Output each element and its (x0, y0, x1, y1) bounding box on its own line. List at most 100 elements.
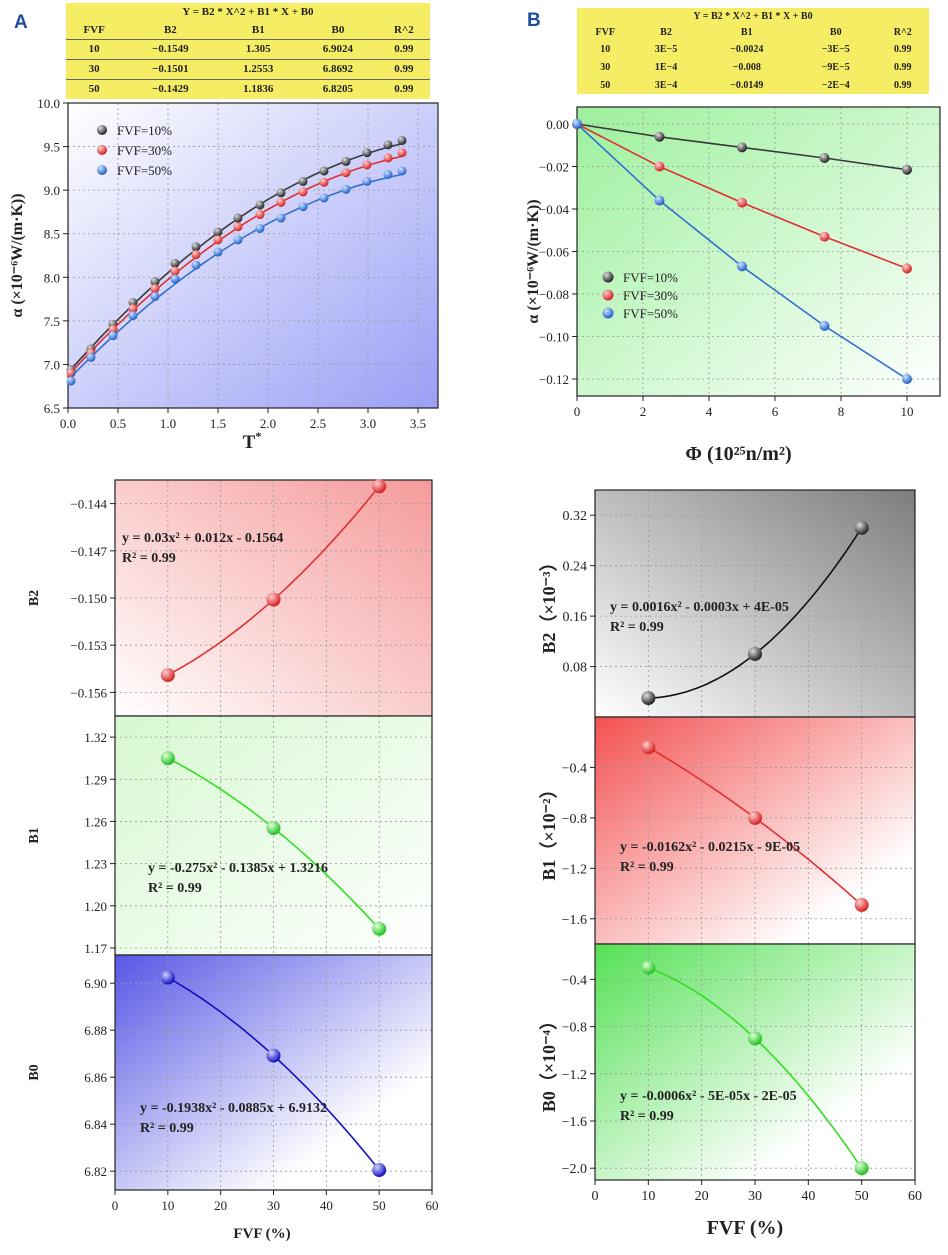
data-point (276, 197, 286, 207)
y-tick-label: 1.29 (84, 772, 107, 787)
data-point (266, 592, 281, 607)
y-axis-title: B1（×10⁻²） (539, 780, 559, 880)
y-tick-label: 0.16 (563, 610, 588, 625)
r-squared-label: R² = 0.99 (620, 1109, 674, 1124)
data-point (902, 374, 912, 384)
y-axis-title: B2（×10⁻³） (539, 553, 559, 653)
x-tick-label: 3.5 (410, 416, 426, 431)
y-tick-label: 8.0 (44, 270, 60, 285)
data-point (654, 131, 665, 142)
y-axis-title: B0（×10⁻⁴） (539, 1012, 559, 1112)
x-tick-label: 50 (373, 1198, 386, 1213)
data-point (233, 235, 243, 245)
x-tick-label: 8 (838, 404, 845, 419)
legend-marker (602, 289, 614, 301)
data-point (641, 960, 656, 975)
data-point (748, 810, 762, 825)
data-point (150, 277, 160, 287)
data-point (341, 156, 351, 166)
x-tick-label: 50 (855, 1189, 869, 1204)
table-a-cell: 1.305 (245, 43, 271, 55)
table-a-header: R^2 (393, 23, 414, 36)
legend-label: FVF=30% (117, 143, 172, 158)
table-b-header: B1 (740, 26, 753, 38)
table-a-cell: 0.99 (394, 83, 414, 96)
data-point (213, 235, 223, 245)
y-tick-label: −0.10 (539, 330, 569, 345)
legend-label: FVF=10% (623, 270, 678, 285)
x-tick-label: 0 (112, 1198, 119, 1213)
data-point (255, 210, 265, 220)
x-tick-label: 0.5 (110, 416, 126, 431)
y-tick-label: −0.12 (539, 372, 569, 387)
y-tick-label: 6.84 (84, 1117, 107, 1132)
y-tick-label: 7.5 (44, 314, 60, 329)
y-tick-label: 6.86 (84, 1070, 107, 1085)
data-point (233, 222, 243, 232)
y-tick-label: 0.32 (563, 509, 588, 524)
table-b-header: R^2 (893, 26, 912, 38)
x-tick-label: 60 (426, 1198, 439, 1213)
y-tick-label: 8.5 (44, 227, 60, 242)
data-point (654, 161, 665, 172)
y-tick-label: −0.06 (539, 245, 570, 260)
data-point (854, 1161, 869, 1176)
x-axis-title-superscript: * (255, 429, 261, 443)
data-point (397, 148, 407, 158)
data-point (737, 142, 747, 153)
y-tick-label: −0.4 (562, 973, 587, 988)
table-b-header: FVF (595, 26, 615, 38)
y-tick-label: −0.153 (70, 638, 107, 653)
y-tick-label: −2.0 (562, 1162, 587, 1177)
table-a-cell: 50 (88, 83, 100, 96)
data-point (362, 176, 372, 186)
table-b-cell: 0.99 (894, 61, 912, 73)
x-axis-title: FVF (%) (707, 1217, 783, 1239)
table-a-cell: 6.8692 (322, 63, 354, 75)
y-tick-label: 9.5 (44, 140, 60, 155)
data-point (902, 164, 912, 175)
legend-marker (97, 125, 107, 135)
r-squared-label: R² = 0.99 (610, 620, 664, 635)
data-point (128, 311, 138, 321)
y-tick-label: 6.90 (84, 976, 107, 991)
table-a-cell: 10 (88, 43, 100, 55)
table-a-header: B1 (251, 23, 265, 36)
x-tick-label: 20 (214, 1198, 227, 1213)
data-point (737, 261, 747, 272)
data-point (819, 320, 830, 331)
y-axis-title: α (×10⁻⁶W/(m·K)) (525, 199, 542, 323)
y-tick-label: 10.0 (37, 96, 60, 111)
table-a-cell: 0.99 (394, 43, 414, 55)
data-point (160, 668, 175, 683)
y-tick-label: 1.20 (84, 899, 107, 914)
x-axis-title: FVF (%) (233, 1226, 290, 1242)
data-point (266, 821, 281, 836)
data-point (276, 188, 286, 198)
y-tick-label: 7.0 (44, 357, 60, 372)
y-tick-label: −1.6 (562, 913, 587, 928)
y-tick-label: 6.5 (44, 401, 60, 416)
data-point (372, 479, 387, 494)
data-point (819, 153, 830, 163)
data-point (255, 223, 265, 233)
x-tick-label: 3.0 (360, 416, 376, 431)
r-squared-label: R² = 0.99 (140, 1121, 194, 1136)
legend-label: FVF=50% (117, 163, 172, 178)
x-tick-label: 10 (901, 404, 914, 419)
x-tick-label: 1.5 (210, 416, 226, 431)
y-tick-label: −0.144 (70, 497, 107, 512)
table-b-cell: 0.99 (894, 79, 912, 91)
y-tick-label: 9.0 (44, 183, 60, 198)
data-point (233, 213, 243, 223)
y-tick-label: 6.82 (84, 1164, 107, 1179)
y-tick-label: 0.00 (546, 117, 569, 132)
data-point (319, 166, 329, 176)
a_top-frame (67, 102, 439, 409)
y-tick-label: 0.08 (563, 661, 588, 676)
table-b-cell: 10 (600, 43, 611, 55)
x-tick-label: 2.0 (260, 416, 276, 431)
y-tick-label: −0.8 (562, 1021, 587, 1036)
y-axis-title: B1 (27, 827, 42, 843)
